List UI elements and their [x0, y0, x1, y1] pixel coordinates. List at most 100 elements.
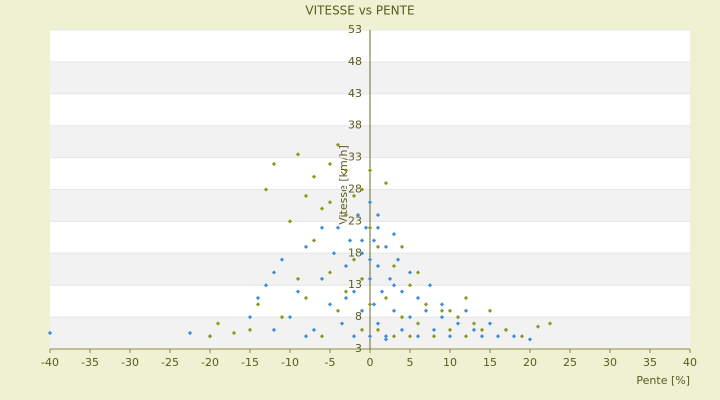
- point: [327, 270, 333, 275]
- point: [399, 244, 405, 250]
- point: [255, 295, 261, 301]
- point: [383, 337, 389, 342]
- point: [547, 321, 553, 326]
- point: [375, 321, 381, 326]
- point: [511, 334, 517, 339]
- point: [263, 187, 269, 192]
- point: [383, 180, 389, 186]
- point: [367, 168, 373, 173]
- point: [359, 308, 365, 313]
- point: [423, 302, 429, 307]
- point: [355, 212, 361, 218]
- point: [415, 321, 421, 326]
- point: [375, 263, 381, 269]
- point: [495, 334, 501, 339]
- point: [367, 334, 373, 339]
- x-tick-label: 0: [367, 356, 374, 369]
- point: [271, 327, 277, 332]
- point: [431, 327, 437, 332]
- point: [415, 295, 421, 301]
- point: [343, 212, 349, 218]
- x-tick-label: -30: [121, 356, 139, 369]
- point: [327, 302, 333, 307]
- y-tick-label: 13: [348, 278, 362, 291]
- point: [431, 334, 437, 339]
- point: [383, 334, 389, 339]
- x-tick-label: -40: [41, 356, 59, 369]
- point: [463, 308, 469, 313]
- point: [331, 251, 337, 256]
- point: [303, 193, 309, 199]
- point: [399, 327, 405, 332]
- point: [311, 174, 317, 179]
- point: [423, 308, 429, 313]
- point: [387, 276, 393, 281]
- point: [399, 314, 405, 320]
- point: [343, 295, 349, 301]
- point: [455, 314, 461, 320]
- point: [303, 244, 309, 250]
- point: [215, 321, 221, 326]
- point: [351, 334, 357, 339]
- point: [295, 276, 301, 281]
- point: [347, 238, 353, 243]
- point: [255, 302, 261, 307]
- point: [391, 283, 397, 288]
- x-tick-label: 30: [603, 356, 617, 369]
- point: [279, 257, 285, 262]
- point: [407, 334, 413, 339]
- point: [391, 263, 397, 269]
- point: [311, 238, 317, 243]
- point: [303, 295, 309, 301]
- point: [439, 302, 445, 307]
- point: [379, 289, 385, 294]
- point: [439, 314, 445, 320]
- point: [371, 238, 377, 243]
- x-tick-label: -15: [241, 356, 259, 369]
- point: [519, 334, 525, 339]
- x-tick-label: -10: [281, 356, 299, 369]
- point: [319, 276, 325, 281]
- x-axis-label: Pente [%]: [636, 374, 690, 387]
- point: [367, 257, 373, 262]
- point: [207, 334, 213, 339]
- y-tick-label: 28: [348, 183, 362, 196]
- point: [231, 330, 237, 336]
- y-axis-label: Vitesse [km/h]: [337, 145, 350, 225]
- point: [363, 225, 369, 230]
- point: [279, 314, 285, 320]
- x-tick-label: 5: [407, 356, 414, 369]
- point: [319, 334, 325, 339]
- y-tick-label: 33: [348, 151, 362, 164]
- point: [339, 321, 345, 326]
- x-tick-label: 10: [443, 356, 457, 369]
- point: [287, 219, 293, 224]
- point: [359, 238, 365, 243]
- point: [187, 330, 193, 336]
- point: [383, 295, 389, 301]
- point: [351, 193, 357, 199]
- y-tick-label: 48: [348, 55, 362, 68]
- point: [335, 225, 341, 230]
- point: [359, 327, 365, 332]
- point: [319, 206, 325, 211]
- point: [463, 334, 469, 339]
- point: [375, 327, 381, 332]
- y-tick-label: 8: [355, 310, 362, 323]
- point: [271, 270, 277, 275]
- point: [327, 200, 333, 205]
- point: [447, 308, 453, 313]
- point: [343, 168, 349, 173]
- point: [295, 152, 301, 157]
- point: [287, 314, 293, 320]
- point: [247, 327, 253, 332]
- point: [455, 321, 461, 326]
- point: [335, 142, 341, 147]
- y-tick-label: 43: [348, 87, 362, 100]
- point: [375, 244, 381, 250]
- point: [391, 308, 397, 313]
- point: [447, 334, 453, 339]
- point: [391, 232, 397, 237]
- point: [343, 289, 349, 294]
